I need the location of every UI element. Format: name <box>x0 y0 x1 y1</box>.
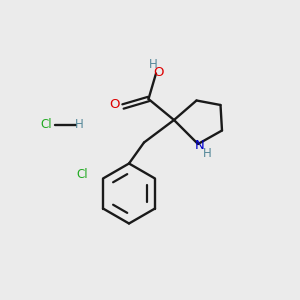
Text: Cl: Cl <box>41 118 52 131</box>
Text: H: H <box>75 118 84 131</box>
Text: O: O <box>109 98 119 112</box>
Text: H: H <box>203 147 212 160</box>
Text: H: H <box>149 58 158 71</box>
Text: O: O <box>153 65 164 79</box>
Text: N: N <box>195 139 204 152</box>
Text: Cl: Cl <box>76 168 88 182</box>
